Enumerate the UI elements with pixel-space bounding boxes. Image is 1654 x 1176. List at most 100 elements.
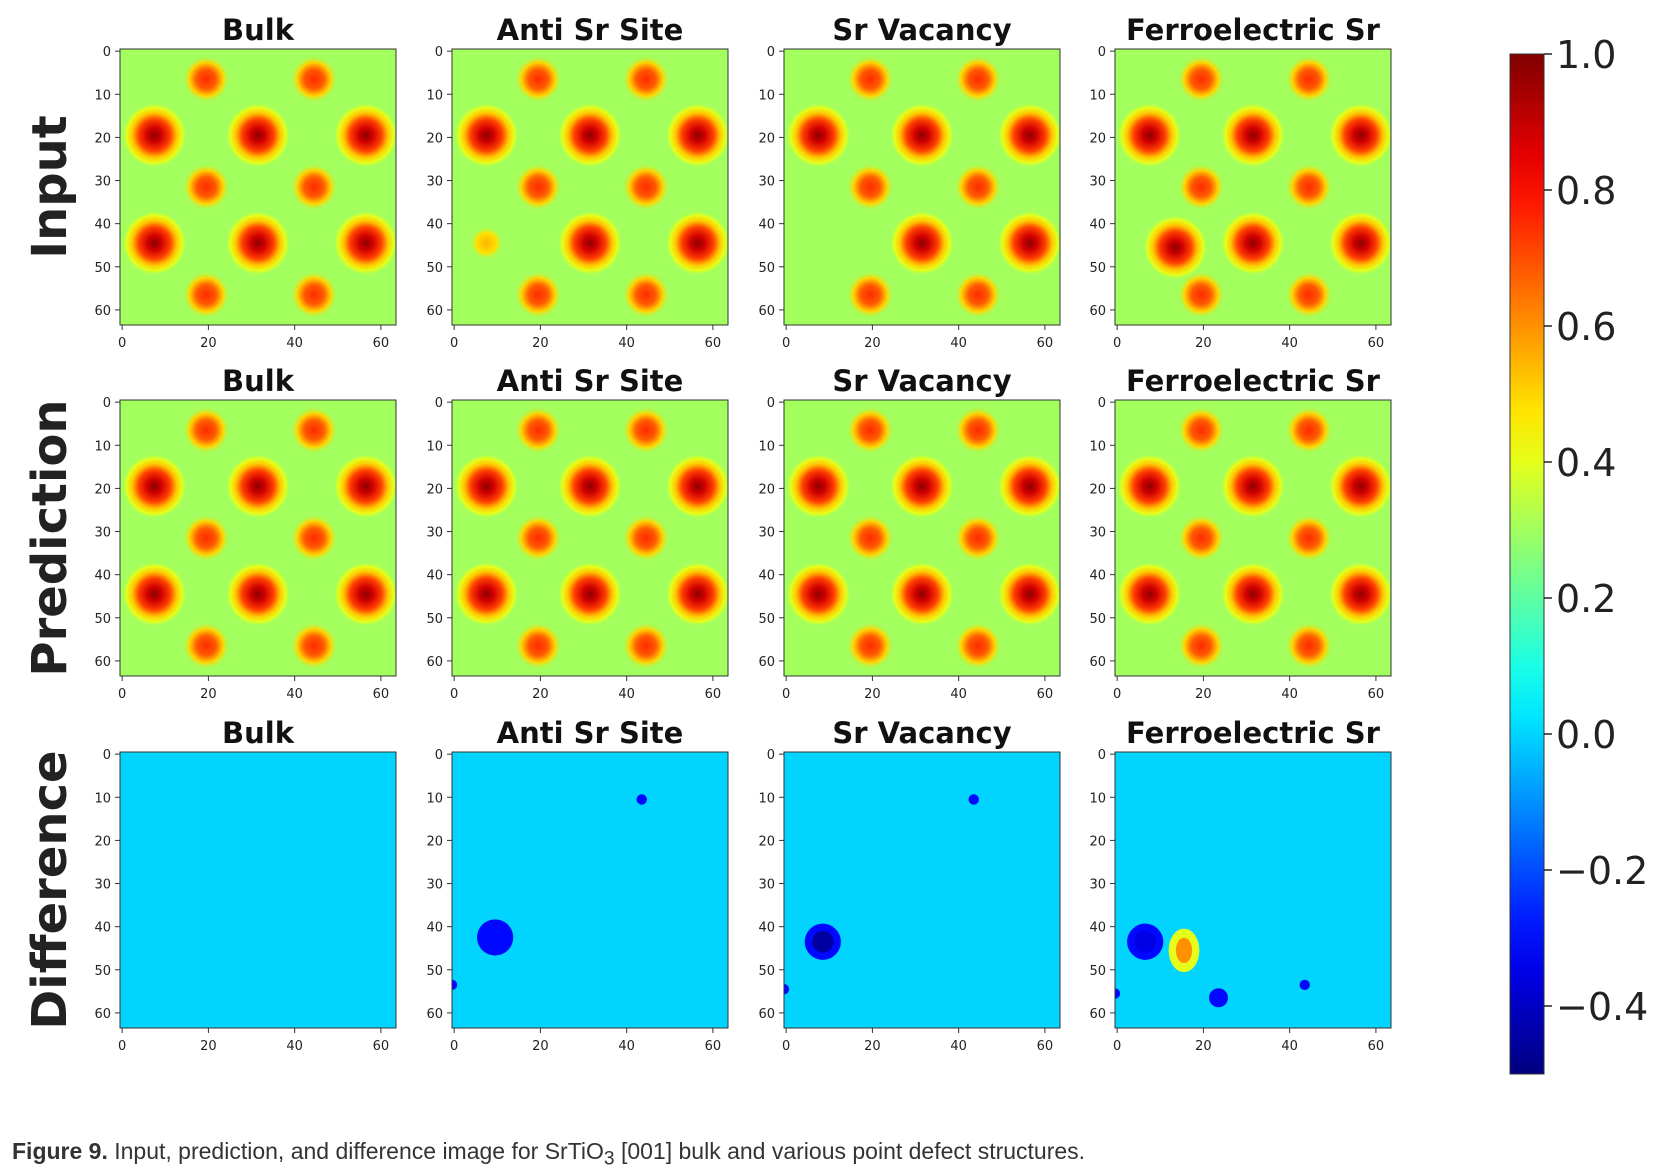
y-tick-label: 40: [94, 569, 111, 584]
peak-minor: [953, 621, 1003, 670]
y-tick-label: 60: [426, 304, 443, 319]
heatmap-background: [120, 400, 396, 676]
x-tick-label: 0: [118, 687, 126, 702]
difference-blob: [1115, 988, 1121, 999]
y-tick-label: 0: [103, 45, 111, 60]
y-tick-label: 30: [94, 526, 111, 541]
y-tick-label: 20: [94, 131, 111, 146]
heatmap-background: [784, 400, 1060, 676]
colorbar-tick-label: 0.8: [1556, 169, 1616, 213]
y-tick-label: 40: [758, 569, 775, 584]
colorbar: [1509, 53, 1545, 1075]
peak-major: [1220, 561, 1286, 627]
panel-difference-2: Sr Vacancy 0 10 20 30 40 50 60 0 20 40 60: [758, 716, 1061, 1054]
x-tick-label: 60: [1368, 687, 1385, 702]
peak-minor: [846, 513, 895, 563]
y-tick-label: 60: [1089, 1007, 1106, 1022]
peak-major: [121, 453, 188, 520]
peak-major: [889, 453, 955, 520]
peak-major: [785, 453, 852, 520]
peak-minor: [1177, 270, 1226, 319]
y-tick-label: 10: [1089, 439, 1106, 454]
panel-frame: [451, 751, 729, 1029]
peak-minor: [1177, 55, 1226, 104]
y-tick-label: 30: [1089, 175, 1106, 190]
peak-major: [453, 102, 520, 169]
y-tick-label: 0: [103, 396, 111, 411]
y-tick-label: 60: [758, 655, 775, 670]
x-tick-label: 40: [618, 336, 635, 351]
peak-minor: [182, 270, 231, 319]
difference-blob: [1299, 979, 1310, 991]
x-tick-label: 60: [1037, 336, 1054, 351]
y-tick-label: 50: [758, 612, 775, 627]
y-tick-label: 0: [767, 45, 775, 60]
x-tick-label: 20: [864, 1039, 881, 1054]
peak-major: [665, 210, 728, 276]
peak-major: [997, 561, 1060, 627]
peak-minor: [621, 406, 671, 455]
difference-background: [784, 752, 1060, 1028]
y-tick-label: 50: [426, 964, 443, 979]
x-tick-label: 20: [864, 336, 881, 351]
x-tick-label: 20: [200, 336, 217, 351]
difference-blob-core: [484, 926, 506, 949]
peak-major: [225, 210, 291, 276]
colorbar-tick-label: 0.0: [1556, 713, 1616, 757]
peak-minor: [846, 162, 895, 212]
peak-minor: [289, 270, 339, 319]
difference-blob-core: [1175, 937, 1193, 964]
peak-minor: [621, 270, 671, 319]
peak-minor: [514, 513, 563, 563]
peak-major: [333, 453, 396, 520]
difference-blob-core: [1134, 930, 1157, 953]
y-tick-label: 20: [1089, 482, 1106, 497]
y-tick-label: 0: [103, 748, 111, 763]
row-label-difference: Difference: [22, 750, 78, 1029]
peak-weak: [469, 225, 504, 261]
x-tick-label: 60: [1037, 687, 1054, 702]
peak-minor: [953, 162, 1003, 212]
x-tick-label: 60: [705, 1039, 722, 1054]
y-tick-label: 50: [1089, 612, 1106, 627]
y-tick-label: 30: [426, 175, 443, 190]
y-tick-label: 10: [94, 791, 111, 806]
caption-text-after: [001] bulk and various point defect stru…: [614, 1138, 1086, 1164]
y-tick-label: 10: [426, 439, 443, 454]
x-tick-label: 60: [1368, 1039, 1385, 1054]
peak-minor: [953, 406, 1003, 455]
y-tick-label: 50: [94, 964, 111, 979]
peak-minor: [514, 270, 563, 319]
y-tick-label: 10: [1089, 88, 1106, 103]
difference-blob-core: [811, 930, 834, 953]
panel-input-3: Ferroelectric Sr 0 10 20 30 40 50 60 0 20 40 60: [1089, 13, 1392, 351]
colorbar-tick-label: 0.6: [1556, 305, 1616, 349]
peak-major: [997, 210, 1060, 276]
y-tick-label: 60: [426, 655, 443, 670]
peak-major: [1328, 102, 1391, 169]
x-tick-label: 20: [532, 687, 549, 702]
difference-blob: [636, 794, 647, 805]
peak-major: [665, 102, 728, 169]
panel-input-0: Bulk 0 10 20 30 40 50 60 0 20 40 60: [94, 13, 397, 351]
peak-minor: [182, 55, 231, 104]
panel-frame: [119, 399, 397, 677]
difference-blob: [968, 794, 979, 805]
x-tick-label: 40: [950, 1039, 967, 1054]
y-tick-label: 60: [94, 304, 111, 319]
y-tick-label: 10: [758, 791, 775, 806]
peak-major: [557, 561, 623, 627]
y-tick-label: 40: [1089, 921, 1106, 936]
y-tick-label: 10: [758, 439, 775, 454]
panel-title: Ferroelectric Sr: [1126, 716, 1381, 750]
peak-major: [1328, 210, 1391, 276]
peak-major: [1220, 210, 1286, 276]
y-tick-label: 50: [758, 964, 775, 979]
y-tick-label: 30: [758, 526, 775, 541]
x-tick-label: 0: [450, 687, 458, 702]
y-tick-label: 40: [758, 218, 775, 233]
peak-minor: [182, 513, 231, 563]
peak-minor: [621, 513, 671, 563]
heatmap-background: [120, 49, 396, 325]
peak-major: [121, 210, 188, 276]
